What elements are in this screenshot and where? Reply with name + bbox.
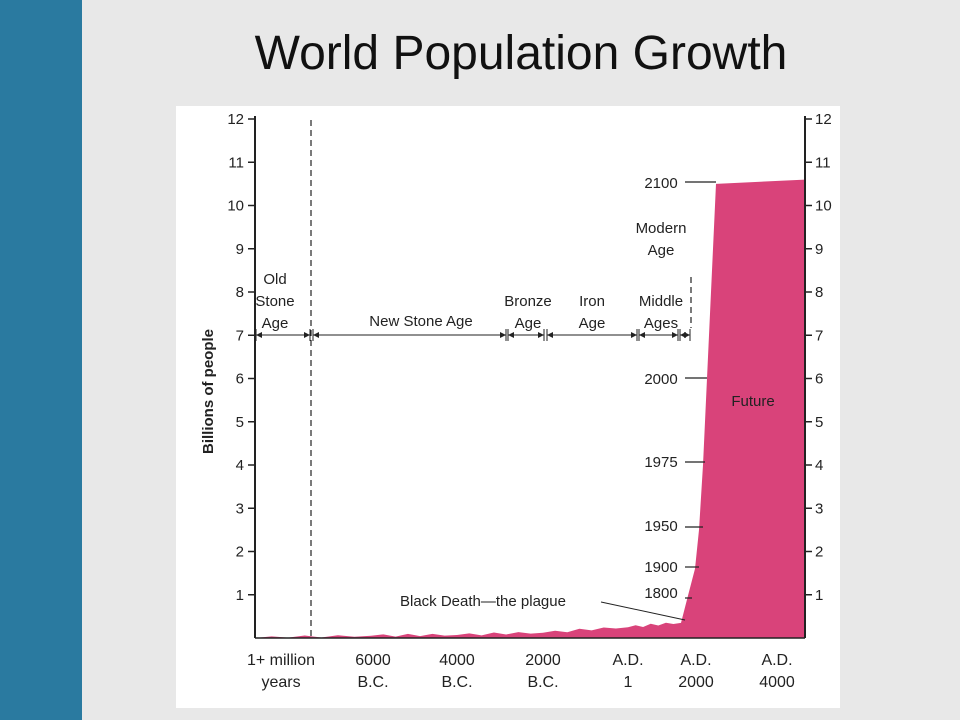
era-label: New Stone Age: [369, 313, 472, 330]
y-tick-label-left: 6: [236, 371, 244, 388]
y-tick-label-left: 1: [236, 587, 244, 604]
era-label: Modern: [636, 220, 687, 237]
era-label: Age: [648, 242, 675, 259]
x-tick-label: A.D.: [680, 652, 711, 669]
chart-panel: 1 1 2 2 3 3 4 4 5 5 6 6 7 7 8 8 9 9 10 10 11 11 12 12 Billions o…: [176, 106, 840, 708]
era-label: Age: [262, 315, 289, 332]
y-tick-label-left: 9: [236, 241, 244, 258]
y-tick-label-left: 2: [236, 544, 244, 561]
annotation-black-death: Black Death—the plague: [400, 593, 566, 610]
era-label: Ages: [644, 315, 678, 332]
y-tick-label-left: 5: [236, 414, 244, 431]
year-marker-label: 1900: [644, 559, 677, 576]
x-tick-label: 1+ million: [247, 652, 315, 669]
x-tick-label: B.C.: [441, 674, 472, 691]
y-tick-label-left: 7: [236, 327, 244, 344]
annotation-black-death-leader: [600, 601, 686, 621]
y-tick-label-right: 7: [815, 327, 823, 344]
y-tick-label-left: 8: [236, 284, 244, 301]
year-marker-label: 1800: [644, 585, 677, 602]
year-marker-label: 2000: [644, 371, 677, 388]
y-tick-label-left: 10: [227, 198, 244, 215]
era-span-arrow: [313, 332, 319, 338]
y-tick-label-right: 3: [815, 500, 823, 517]
y-tick-label-right: 2: [815, 544, 823, 561]
y-tick-label-right: 1: [815, 587, 823, 604]
x-tick-label: A.D.: [612, 652, 643, 669]
era-label: Age: [579, 315, 606, 332]
era-span-arrow: [508, 332, 514, 338]
era-span-arrow: [684, 332, 690, 338]
era-label: Middle: [639, 293, 683, 310]
x-tick-label: B.C.: [527, 674, 558, 691]
era-label: Old: [263, 271, 286, 288]
era-span-arrow: [256, 332, 262, 338]
era-span-arrow: [500, 332, 506, 338]
population-area: [255, 179, 805, 638]
y-tick-label-right: 4: [815, 457, 823, 474]
x-tick-label: 4000: [759, 674, 795, 691]
era-label: Bronze: [504, 293, 552, 310]
x-tick-label: 4000: [439, 652, 475, 669]
x-tick-label: B.C.: [357, 674, 388, 691]
era-label: Stone: [255, 293, 294, 310]
y-axis-label: Billions of people: [200, 329, 217, 454]
x-tick-label: years: [261, 674, 300, 691]
y-tick-label-right: 12: [815, 111, 832, 128]
year-marker-label: 1950: [644, 518, 677, 535]
era-span-arrow: [304, 332, 310, 338]
era-span-arrow: [631, 332, 637, 338]
slide-sidebar: [0, 0, 82, 720]
annotation-future: Future: [731, 393, 774, 410]
y-tick-label-left: 12: [227, 111, 244, 128]
x-tick-label: 1: [624, 674, 633, 691]
y-tick-label-right: 11: [815, 154, 831, 171]
page-title: World Population Growth: [254, 27, 788, 80]
era-span-arrow: [672, 332, 678, 338]
year-marker-label: 1975: [644, 454, 677, 471]
era-label: Iron: [579, 293, 605, 310]
y-tick-label-left: 3: [236, 500, 244, 517]
y-tick-label-right: 10: [815, 198, 832, 215]
year-marker-label: 2100: [644, 175, 677, 192]
x-tick-label: 2000: [678, 674, 714, 691]
y-tick-label-right: 5: [815, 414, 823, 431]
era-label: Age: [515, 315, 542, 332]
era-span-arrow: [639, 332, 645, 338]
x-tick-label: 2000: [525, 652, 561, 669]
x-tick-label: A.D.: [761, 652, 792, 669]
era-span-arrow: [538, 332, 544, 338]
y-tick-label-right: 9: [815, 241, 823, 258]
x-tick-label: 6000: [355, 652, 391, 669]
y-tick-label-right: 8: [815, 284, 823, 301]
y-tick-label-left: 4: [236, 457, 244, 474]
era-span-arrow: [547, 332, 553, 338]
y-tick-label-right: 6: [815, 371, 823, 388]
y-tick-label-left: 11: [228, 154, 244, 171]
